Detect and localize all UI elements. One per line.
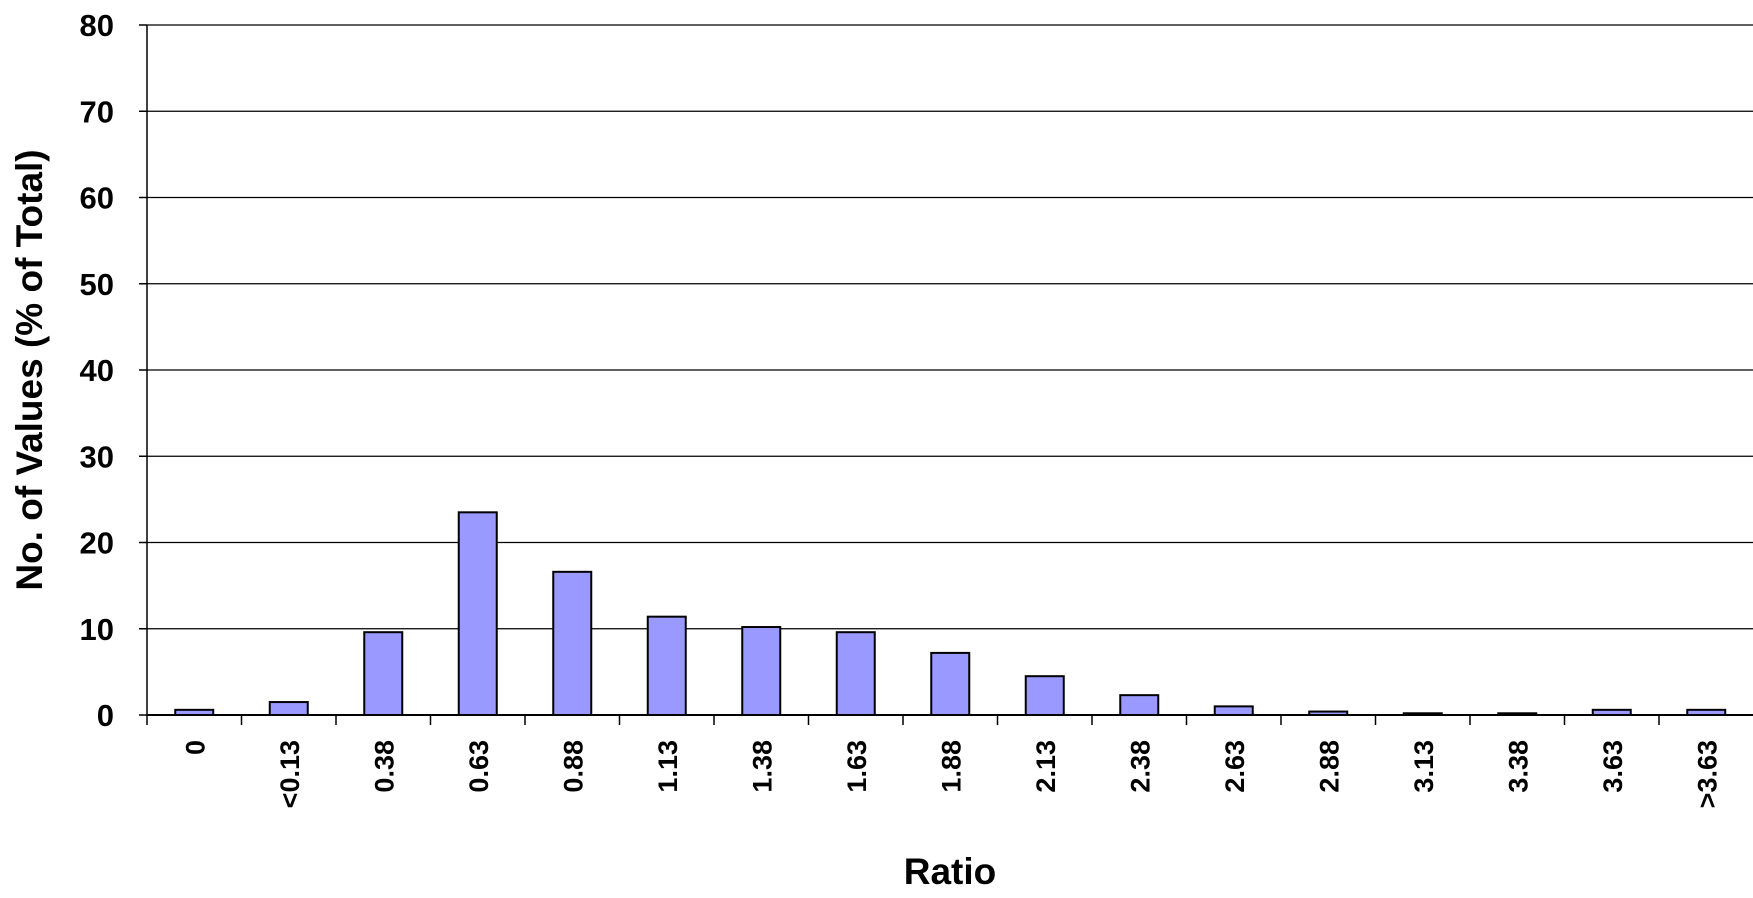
x-tick-label: 0 <box>180 740 210 755</box>
x-tick-label: 1.38 <box>747 740 777 793</box>
x-tick-label: 2.13 <box>1031 740 1061 793</box>
bar <box>552 570 593 717</box>
x-tick-label: 3.63 <box>1598 740 1628 793</box>
bar <box>1119 694 1160 716</box>
x-tick-labels: 0 <0.13 0.38 0.63 0.88 1.13 1.38 1.63 1.88 2.13 2.… <box>180 740 1722 808</box>
y-tick-label: 70 <box>80 94 114 129</box>
x-tick-label: 3.13 <box>1409 740 1439 793</box>
bar <box>268 701 309 716</box>
x-tick-label: 3.38 <box>1503 740 1533 793</box>
y-tick-label: 60 <box>80 181 114 216</box>
gridlines <box>147 24 1753 630</box>
x-tick-label: >3.63 <box>1692 740 1722 808</box>
y-tick-label: 20 <box>80 526 114 561</box>
bar <box>741 626 782 717</box>
bar <box>1024 675 1065 716</box>
x-tick-label: <0.13 <box>275 740 305 808</box>
bar <box>930 651 971 717</box>
y-tick-label: 30 <box>80 439 114 474</box>
x-tick-label: 2.63 <box>1220 740 1250 793</box>
y-axis-title: No. of Values (% of Total) <box>9 149 50 590</box>
x-tick-label: 0.38 <box>369 740 399 793</box>
x-tick-label: 0.88 <box>558 740 588 793</box>
y-tick-label: 0 <box>97 698 114 733</box>
bar <box>363 631 404 717</box>
x-tick-label: 2.38 <box>1125 740 1155 793</box>
y-tick-label: 50 <box>80 267 114 302</box>
bars <box>174 511 1727 717</box>
x-axis-title: Ratio <box>904 851 997 892</box>
axes <box>139 24 1753 725</box>
x-tick-label: 1.13 <box>653 740 683 793</box>
bar <box>835 631 876 717</box>
x-tick-label: 1.63 <box>842 740 872 793</box>
x-tick-label: 1.88 <box>936 740 966 793</box>
bar <box>646 615 687 716</box>
x-tick-label: 0.63 <box>464 740 494 793</box>
y-tick-label: 80 <box>80 8 114 43</box>
y-tick-label: 40 <box>80 353 114 388</box>
y-tick-labels: 0 10 20 30 40 50 60 70 80 <box>80 8 114 733</box>
x-tick-label: 2.88 <box>1314 740 1344 793</box>
y-tick-label: 10 <box>80 612 114 647</box>
bar <box>457 511 498 716</box>
bar <box>1213 705 1254 716</box>
